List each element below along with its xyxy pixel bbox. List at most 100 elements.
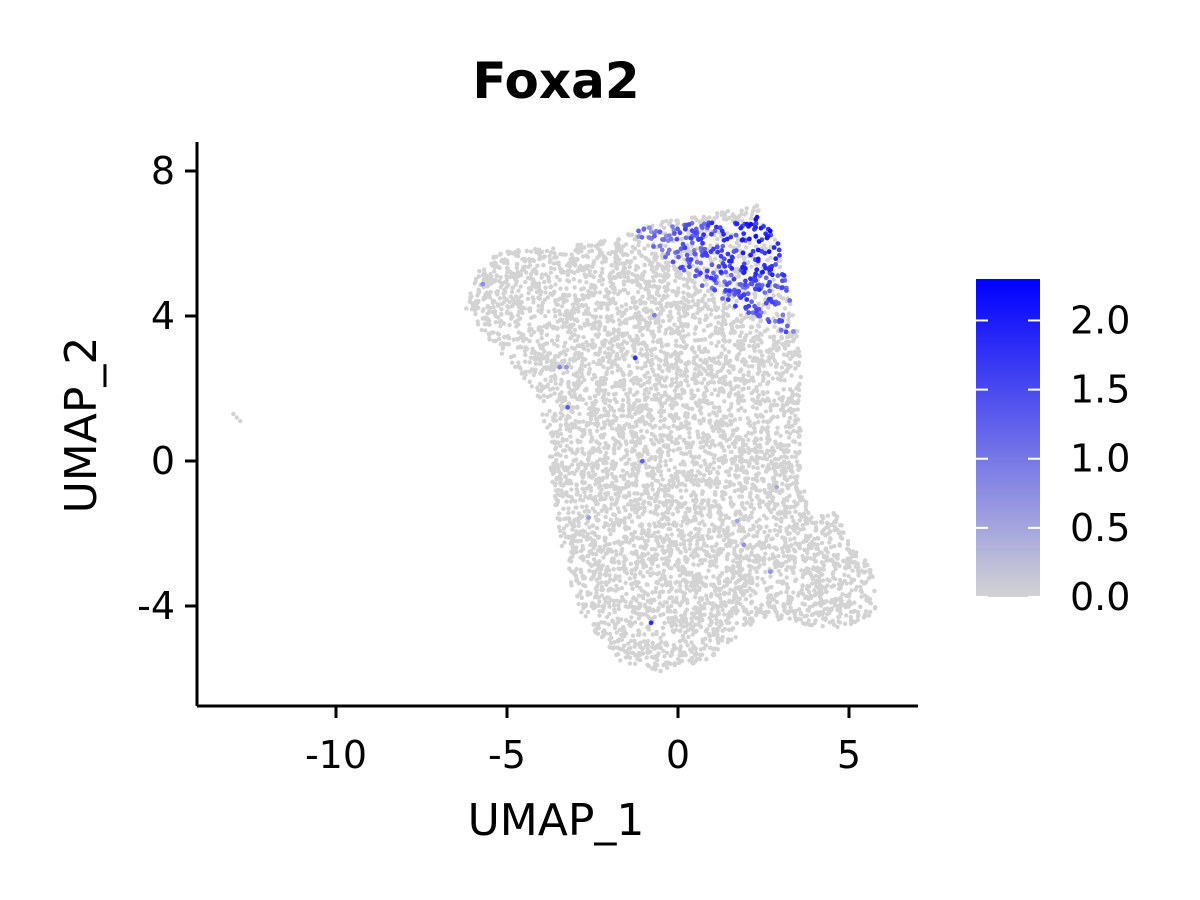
cell-point [774,547,780,552]
cell-point [821,563,826,568]
cell-point [649,251,655,256]
cell-point [473,311,478,317]
cell-point [718,326,723,331]
cell-point [702,377,707,382]
cell-point [858,604,863,609]
cell-point [530,346,535,352]
cell-point [597,599,602,604]
cell-point [820,578,826,583]
cell-point [505,309,510,314]
cell-point [713,315,718,320]
cell-point [755,444,761,449]
cell-point [633,443,639,448]
cell-point [511,337,516,342]
cell-point [548,265,554,271]
cell-point [715,471,721,476]
cell-point [552,251,557,256]
cell-point [688,647,693,652]
cell-point [639,366,644,371]
cell-point [599,580,604,585]
cell-point [645,569,650,575]
cell-point [684,620,689,625]
cell-point [697,505,702,510]
cell-point [683,378,688,383]
cell-point [711,460,717,465]
cell-point [710,548,715,553]
cell-point [669,532,674,537]
cell-point [608,531,613,537]
cell-point [849,588,854,593]
cell-point [592,315,598,321]
cell-point [584,486,589,491]
cell-point [477,268,482,274]
cell-point [583,274,588,280]
cell-point [767,528,773,533]
cell-point [672,543,677,548]
cell-point [612,338,617,343]
cell-point [770,555,775,560]
cell-point [689,388,694,393]
scatter-points [231,203,878,674]
cell-point [650,367,655,372]
cell-point [616,603,621,608]
cell-point [755,582,760,588]
cell-point [859,568,865,573]
cell-point [620,370,625,375]
cell-point [796,360,802,365]
cell-point [602,457,608,462]
cell-point [648,348,654,354]
cell-point [763,409,769,414]
cell-point [837,542,842,547]
cell-point [679,300,685,305]
cell-point [630,271,635,277]
cell-point [587,342,593,348]
cell-point [592,509,598,514]
cell-point [838,595,843,600]
cell-point [486,331,491,337]
cell-point [577,420,582,425]
cell-point [749,552,754,557]
cell-point [650,554,655,559]
cell-point [695,479,700,484]
cell-point [576,375,582,380]
cell-point [488,271,493,277]
cell-point [849,579,854,585]
cell-point [709,391,714,397]
cell-point [849,560,854,565]
cell-point [576,511,582,516]
cell-point [574,483,579,488]
cell-point [552,439,557,444]
cell-point [600,469,606,474]
cell-point [794,480,799,486]
cell-point [727,473,732,478]
cell-point [688,542,693,547]
cell-point [695,510,701,516]
cell-point [584,340,589,345]
cell-point [723,382,728,387]
cell-point [574,468,579,473]
cell-point [738,559,743,564]
cell-point [629,519,635,524]
cell-point [735,324,740,330]
cell-point [781,553,787,559]
cell-point [550,471,556,476]
cell-point [778,433,783,438]
cell-point [573,419,578,424]
cell-point [656,543,661,549]
cell-point [665,351,670,357]
cell-point [607,301,613,306]
cell-point [668,549,674,555]
cell-point [701,498,707,503]
cell-point [724,479,729,484]
cell-point [831,575,836,580]
cell-point [740,387,745,392]
cell-point [700,489,705,494]
cell-point [499,307,504,312]
cell-point [614,583,619,588]
cell-point [649,481,654,486]
cell-point [795,531,800,536]
cell-point [662,654,667,659]
cell-point [671,647,676,652]
cell-point [619,304,624,309]
